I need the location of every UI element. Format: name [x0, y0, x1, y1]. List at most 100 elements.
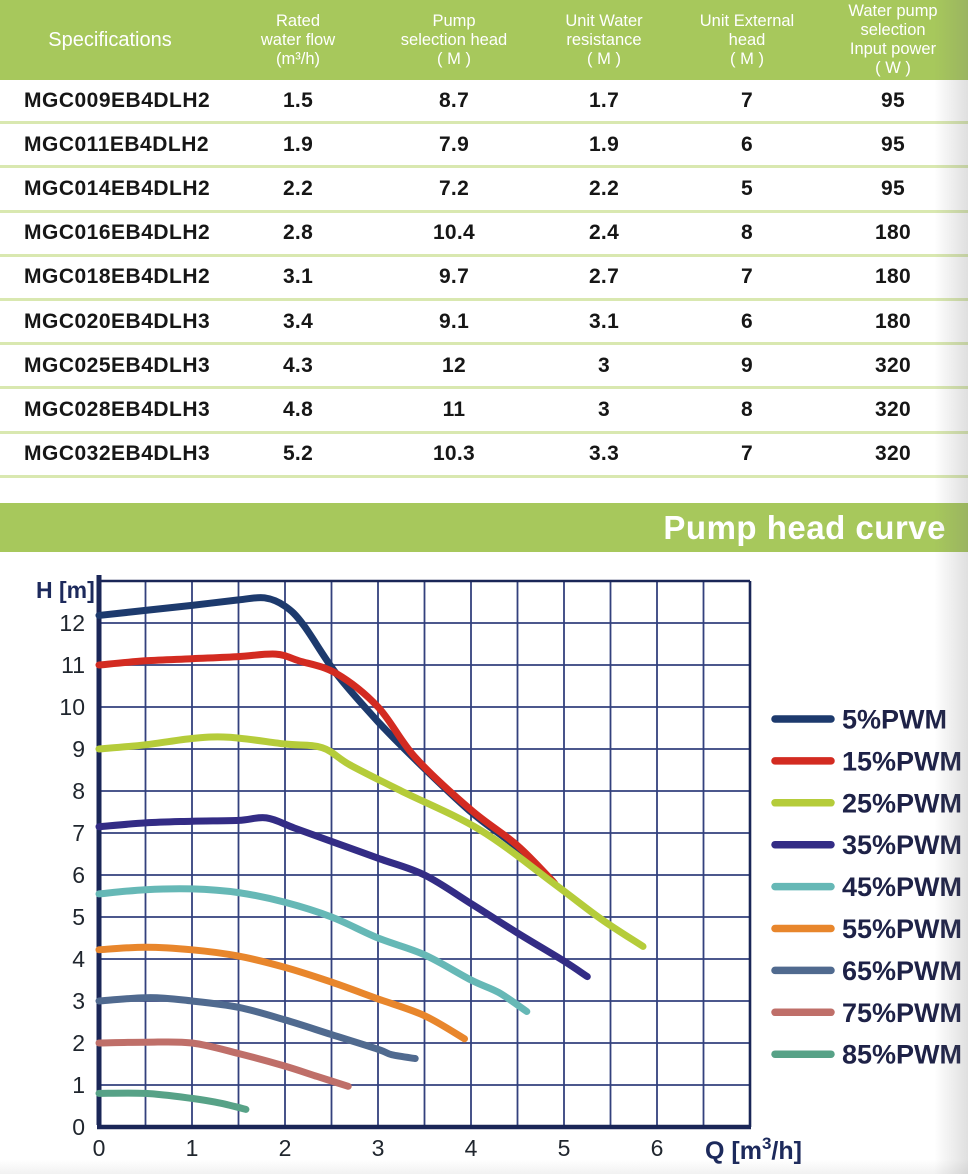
value-cell: 10.4	[432, 221, 476, 245]
chart-area: 0 1 2 3 4 5 6 0 1 2 3 4 5 6 7 8 9 10 11 12 H [m] Q [m3/h] 5%PW…	[0, 552, 968, 1174]
value-cell: 6	[741, 309, 753, 333]
svg-text:4: 4	[72, 946, 85, 972]
svg-text:6: 6	[651, 1135, 664, 1161]
column-header-line: head	[728, 30, 766, 49]
value-cell: 180	[875, 265, 911, 289]
curve-25%PWM	[95, 733, 647, 950]
value-cell: 6	[741, 132, 753, 156]
svg-text:5: 5	[558, 1135, 571, 1161]
value-cell: 320	[875, 353, 911, 377]
value-cell: 7.2	[438, 176, 470, 200]
legend-item-5%PWM: 5%PWM	[771, 705, 947, 735]
value-cell: 7	[741, 88, 753, 112]
value-cell: 3.4	[282, 309, 314, 333]
table-row: MGC018EB4DLH2 3.1 9.7 2.7 7 180	[0, 257, 968, 301]
svg-text:12: 12	[59, 610, 85, 636]
value-cell: 2.4	[588, 221, 620, 245]
legend-label: 25%PWM	[842, 788, 962, 818]
legend-item-65%PWM: 65%PWM	[771, 956, 962, 986]
legend-item-55%PWM: 55%PWM	[771, 914, 962, 944]
value-cell: 1.7	[588, 88, 620, 112]
svg-text:2: 2	[72, 1030, 85, 1056]
value-cell: 8	[741, 221, 753, 245]
svg-text:10: 10	[59, 694, 85, 720]
legend: 5%PWM 15%PWM 25%PWM 35%PWM 45%PWM 55%PWM 65%PW…	[771, 705, 962, 1070]
svg-text:9: 9	[72, 736, 85, 762]
column-header: Unit External head( M )	[676, 0, 818, 80]
value-cell: 3	[598, 353, 610, 377]
value-cell: 2.2	[588, 176, 620, 200]
table-row: MGC028EB4DLH3 4.8 11 3 8 320	[0, 389, 968, 434]
svg-text:1: 1	[72, 1072, 85, 1098]
column-header-line: ( M )	[437, 49, 471, 68]
table-row: MGC025EB4DLH3 4.3 12 3 9 320	[0, 345, 968, 390]
column-header-line: selection	[860, 21, 926, 39]
curve-55%PWM	[95, 943, 468, 1043]
legend-item-85%PWM: 85%PWM	[771, 1040, 962, 1070]
table-row: MGC009EB4DLH2 1.5 8.7 1.7 7 95	[0, 80, 968, 125]
value-cell: 5.2	[282, 442, 314, 466]
column-header-line: Pump	[432, 11, 476, 30]
legend-item-45%PWM: 45%PWM	[771, 872, 962, 902]
value-cell: 95	[881, 132, 905, 156]
y-axis-label: H [m]	[36, 577, 95, 603]
model-name-cell: MGC011EB4DLH2	[24, 132, 210, 156]
value-cell: 3.1	[282, 265, 314, 289]
column-header: Rated water flow (m³/h)	[220, 0, 376, 80]
svg-text:3: 3	[72, 988, 85, 1014]
svg-text:3: 3	[372, 1135, 385, 1161]
curve-45%PWM	[95, 885, 531, 1015]
column-header-line: ( M )	[730, 49, 764, 68]
value-cell: 11	[442, 397, 466, 421]
spec-table-header: Specifications Rated water flow (m³/h) Pump s…	[0, 0, 968, 80]
curve-75%PWM	[95, 1038, 352, 1090]
svg-text:8: 8	[72, 778, 85, 804]
column-header-line: Unit External	[699, 11, 795, 30]
value-cell: 95	[881, 176, 905, 200]
section-title: Pump head curve	[663, 508, 946, 546]
column-header: Pump selection head( M )	[376, 0, 532, 80]
value-cell: 8	[741, 397, 753, 421]
legend-item-15%PWM: 15%PWM	[771, 746, 962, 776]
value-cell: 320	[875, 442, 911, 466]
value-cell: 2.8	[282, 221, 314, 245]
value-cell: 95	[881, 88, 905, 112]
value-cell: 1.9	[588, 132, 620, 156]
table-row: MGC014EB4DLH2 2.2 7.2 2.2 5 95	[0, 168, 968, 213]
value-cell: 320	[875, 397, 911, 421]
legend-item-35%PWM: 35%PWM	[771, 830, 962, 860]
legend-label: 85%PWM	[842, 1040, 962, 1070]
value-cell: 7	[741, 442, 753, 466]
table-row: MGC020EB4DLH3 3.4 9.1 3.1 6 180	[0, 301, 968, 346]
curve-85%PWM	[95, 1089, 250, 1113]
column-header-line: Water pump	[848, 2, 938, 20]
column-header-line: Input power	[849, 40, 937, 58]
curve-65%PWM	[95, 994, 419, 1062]
value-cell: 180	[875, 309, 911, 333]
value-cell: 3.3	[588, 442, 620, 466]
legend-label: 65%PWM	[842, 956, 962, 986]
value-cell: 8.7	[438, 88, 470, 112]
legend-label: 5%PWM	[842, 705, 947, 735]
model-name-cell: MGC009EB4DLH2	[24, 88, 211, 112]
svg-text:11: 11	[61, 652, 85, 678]
legend-label: 75%PWM	[842, 998, 962, 1028]
svg-text:7: 7	[72, 820, 85, 846]
value-cell: 4.3	[282, 353, 314, 377]
column-header-line: Unit Water	[565, 11, 643, 30]
model-name-cell: MGC032EB4DLH3	[24, 442, 211, 466]
legend-label: 55%PWM	[842, 914, 962, 944]
value-cell: 4.8	[282, 397, 314, 421]
column-header: Water pump selection Input power( W )	[818, 0, 968, 80]
svg-text:0: 0	[93, 1135, 106, 1161]
value-cell: 12	[442, 353, 466, 377]
model-name-cell: MGC014EB4DLH2	[24, 176, 211, 200]
spec-table: Specifications Rated water flow (m³/h) Pump s…	[0, 0, 968, 478]
value-cell: 2.2	[282, 176, 314, 200]
table-row: MGC016EB4DLH2 2.8 10.4 2.4 8 180	[0, 213, 968, 257]
model-name-cell: MGC028EB4DLH3	[24, 397, 211, 421]
legend-label: 35%PWM	[842, 830, 962, 860]
value-cell: 2.7	[588, 265, 620, 289]
column-header-line: selection head	[400, 30, 508, 49]
